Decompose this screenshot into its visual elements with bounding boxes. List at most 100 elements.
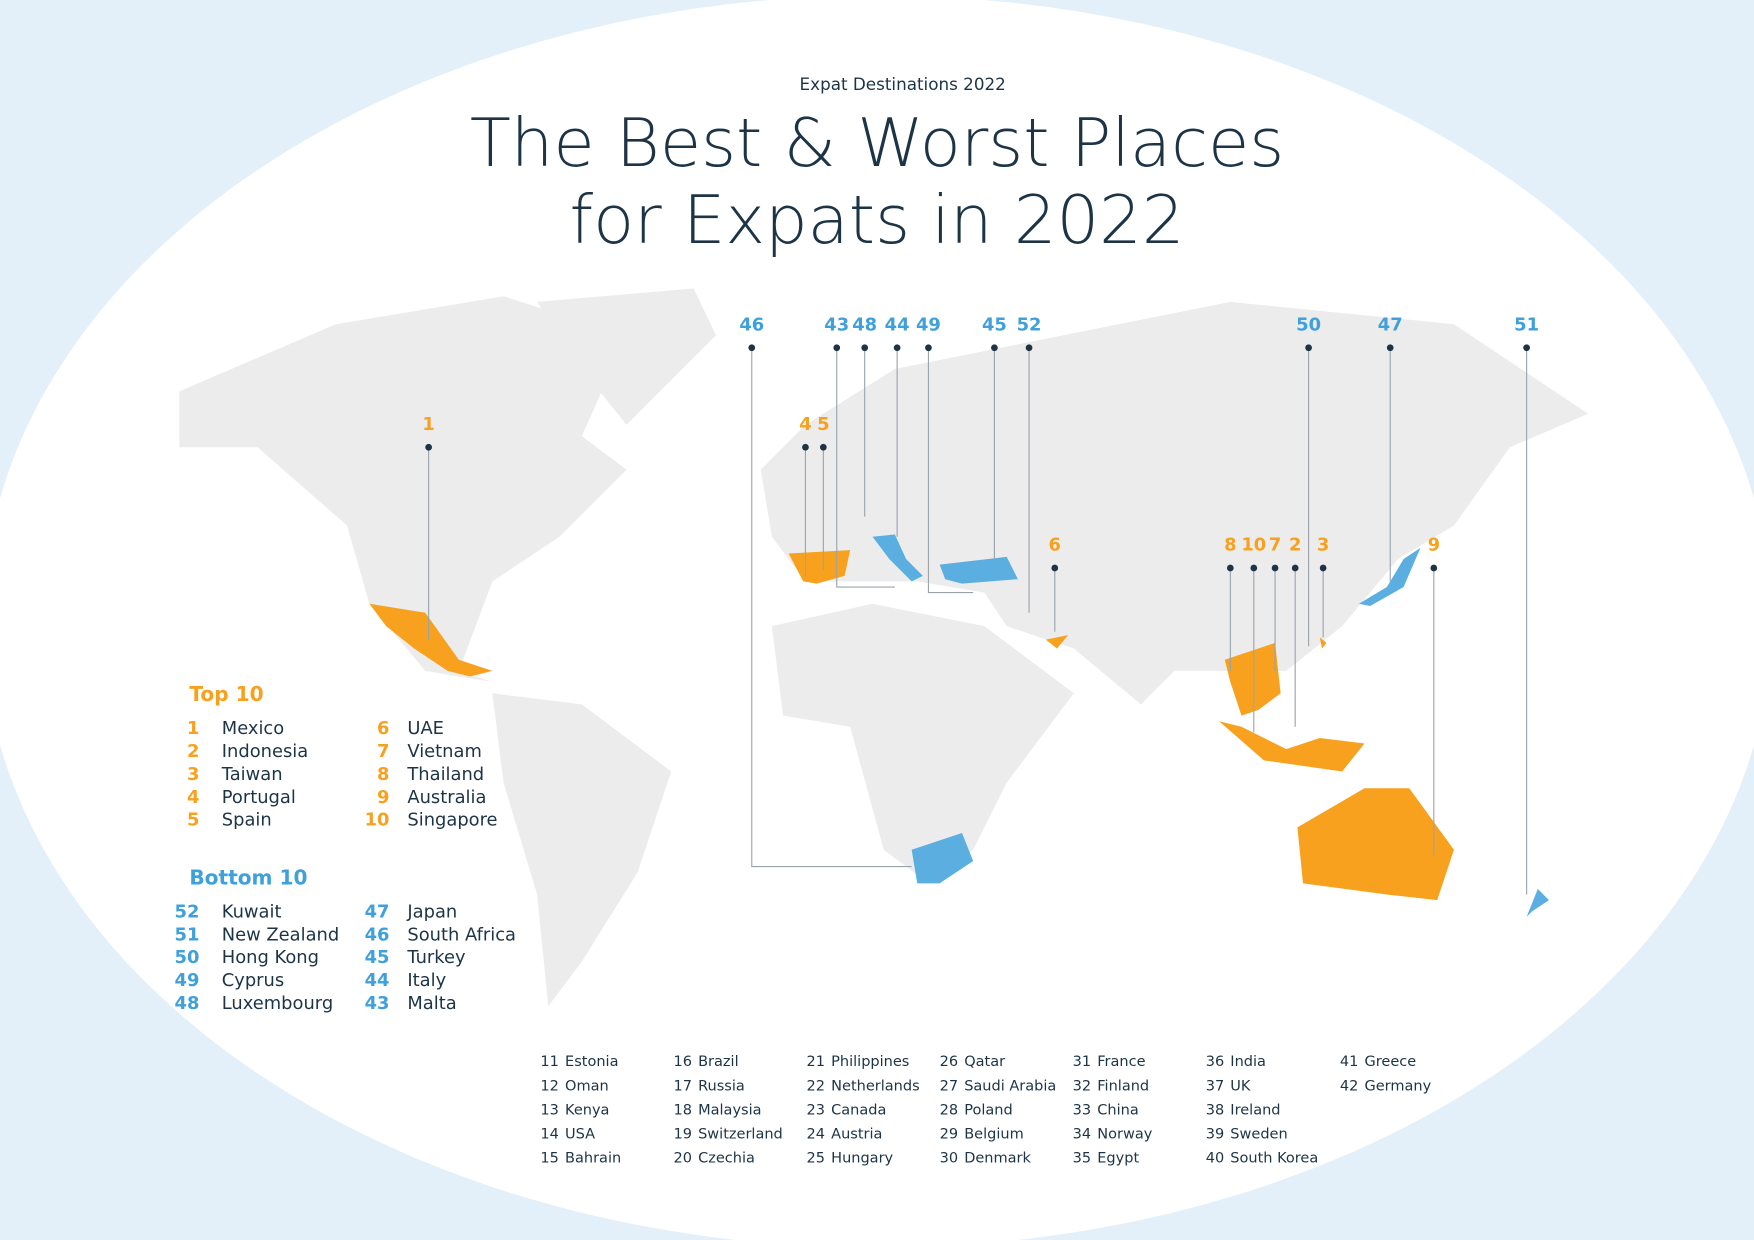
callout-dot	[925, 344, 932, 352]
rank: 8	[377, 764, 389, 785]
callout-dot	[1386, 344, 1394, 352]
country: Philippines	[831, 1054, 909, 1070]
country: Norway	[1097, 1126, 1152, 1142]
title: for Expats in 2022	[569, 181, 1184, 259]
rank: 12	[540, 1078, 558, 1094]
rank: 4	[187, 787, 199, 808]
country: Malaysia	[698, 1102, 761, 1118]
callout-dot	[1025, 344, 1033, 352]
country: South Korea	[1230, 1150, 1318, 1166]
country: Finland	[1097, 1078, 1149, 1094]
rank: 40	[1206, 1150, 1224, 1166]
country: Hong Kong	[222, 947, 319, 968]
callout-label: 2	[1289, 535, 1301, 556]
callout-label: 8	[1224, 535, 1236, 556]
country: Bahrain	[565, 1150, 621, 1166]
rank: 29	[940, 1126, 958, 1142]
list-heading: Top 10	[189, 682, 263, 706]
world-map	[179, 288, 1589, 1007]
callout-label: 1	[422, 414, 434, 435]
callout-label: 47	[1378, 314, 1403, 335]
callout-label: 45	[982, 314, 1007, 335]
rank: 24	[807, 1126, 825, 1142]
rank: 52	[175, 901, 200, 922]
callout-dot	[425, 443, 432, 451]
callout-dot	[819, 443, 827, 451]
callout-dot	[748, 344, 756, 352]
country: New Zealand	[222, 924, 339, 945]
rank: 20	[674, 1150, 692, 1166]
rank: 51	[175, 924, 200, 945]
rank: 36	[1206, 1054, 1224, 1070]
callout-dot	[1523, 344, 1530, 352]
rank: 28	[940, 1102, 958, 1118]
country: Estonia	[565, 1054, 618, 1070]
country: France	[1097, 1054, 1145, 1070]
leader-line	[927, 347, 974, 594]
country: Canada	[831, 1102, 886, 1118]
rank: 44	[365, 970, 390, 991]
callout-label: 51	[1514, 314, 1539, 335]
country: Switzerland	[698, 1126, 783, 1142]
country: Portugal	[222, 787, 296, 808]
country: Russia	[698, 1078, 745, 1094]
rank: 42	[1340, 1078, 1358, 1094]
callout-label: 52	[1017, 314, 1042, 335]
country: Japan	[406, 901, 457, 922]
country: Greece	[1365, 1054, 1417, 1070]
rank: 18	[674, 1102, 692, 1118]
country: South Africa	[407, 924, 516, 945]
country: Italy	[407, 970, 446, 991]
rank: 21	[807, 1054, 825, 1070]
leader-line	[751, 347, 912, 868]
rank: 46	[365, 924, 390, 945]
callout-label: 48	[852, 314, 877, 335]
rank: 15	[540, 1150, 558, 1166]
callout-label: 6	[1049, 535, 1061, 556]
rank: 5	[187, 810, 199, 831]
rank: 37	[1206, 1078, 1224, 1094]
rank: 33	[1073, 1102, 1091, 1118]
callout-dot	[1051, 564, 1059, 572]
rank: 31	[1073, 1054, 1091, 1070]
callout-dot	[833, 344, 841, 352]
country: Spain	[222, 810, 272, 831]
country: UAE	[407, 718, 444, 739]
list-heading: Bottom 10	[189, 865, 307, 889]
rank: 16	[674, 1054, 692, 1070]
country: Austria	[831, 1126, 882, 1142]
country: Vietnam	[407, 741, 482, 762]
rank: 6	[377, 718, 389, 739]
country: Netherlands	[831, 1078, 919, 1094]
rank: 17	[674, 1078, 692, 1094]
rank: 50	[175, 947, 200, 968]
country: Kuwait	[222, 901, 282, 922]
country: Oman	[565, 1078, 609, 1094]
callout-label: 50	[1296, 314, 1321, 335]
callout-dot	[1319, 564, 1327, 572]
rank: 23	[807, 1102, 825, 1118]
country: Czechia	[698, 1150, 755, 1166]
callout-label: 49	[916, 314, 941, 335]
country: Qatar	[964, 1054, 1005, 1070]
rank: 11	[540, 1054, 558, 1070]
callout-dot	[1250, 564, 1258, 572]
country: Saudi Arabia	[964, 1078, 1056, 1094]
callout-dot	[1430, 564, 1438, 572]
country: Sweden	[1230, 1126, 1287, 1142]
rank: 35	[1073, 1150, 1091, 1166]
callout-label: 4	[799, 414, 811, 435]
rank: 22	[807, 1078, 825, 1094]
rank: 25	[807, 1150, 825, 1166]
callout-label: 43	[824, 314, 849, 335]
country: Taiwan	[221, 764, 283, 785]
callout-label: 46	[739, 314, 764, 335]
rank: 14	[540, 1126, 558, 1142]
rank: 1	[187, 718, 199, 739]
country: Turkey	[406, 947, 466, 968]
rank: 49	[175, 970, 200, 991]
rank: 39	[1206, 1126, 1224, 1142]
rank: 30	[940, 1150, 958, 1166]
